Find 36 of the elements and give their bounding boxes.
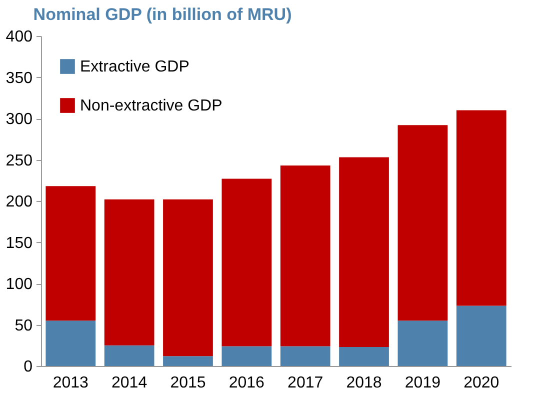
bar xyxy=(104,199,154,346)
y-tick-label: 100 xyxy=(6,276,33,293)
x-tick-label: 2013 xyxy=(52,374,89,392)
legend-label: Non-extractive GDP xyxy=(80,98,222,114)
y-tick-label: 0 xyxy=(24,358,33,376)
y-tick-label: 250 xyxy=(6,152,33,170)
x-tick-label: 2015 xyxy=(170,374,206,392)
y-tick-label: 300 xyxy=(6,111,33,128)
bar xyxy=(339,157,389,348)
bar xyxy=(456,110,506,306)
y-tick-label: 200 xyxy=(6,194,33,210)
bar xyxy=(280,166,330,346)
bar xyxy=(339,347,389,366)
bar xyxy=(222,178,272,346)
x-tick-label: 2016 xyxy=(228,374,265,392)
bar xyxy=(104,345,154,366)
bar xyxy=(222,346,272,366)
bar xyxy=(280,346,330,366)
bar xyxy=(398,125,448,321)
legend-label: Extractive GDP xyxy=(80,58,190,76)
bar xyxy=(46,186,96,321)
x-tick-label: 2020 xyxy=(464,374,500,392)
chart-title: Nominal GDP (in billion of MRU) xyxy=(33,5,292,24)
x-tick-label: 2014 xyxy=(112,374,148,392)
bar xyxy=(163,356,213,366)
x-tick-label: 2017 xyxy=(288,374,324,392)
y-tick-label: 50 xyxy=(14,317,33,334)
y-tick-label: 400 xyxy=(6,28,33,46)
bar xyxy=(163,199,213,356)
y-tick-label: 350 xyxy=(6,70,33,87)
y-tick-label: 150 xyxy=(6,234,33,252)
x-tick-label: 2019 xyxy=(404,374,441,392)
x-tick-label: 2018 xyxy=(346,374,382,392)
bar xyxy=(456,306,506,366)
bar xyxy=(398,320,448,366)
bar xyxy=(46,320,96,366)
